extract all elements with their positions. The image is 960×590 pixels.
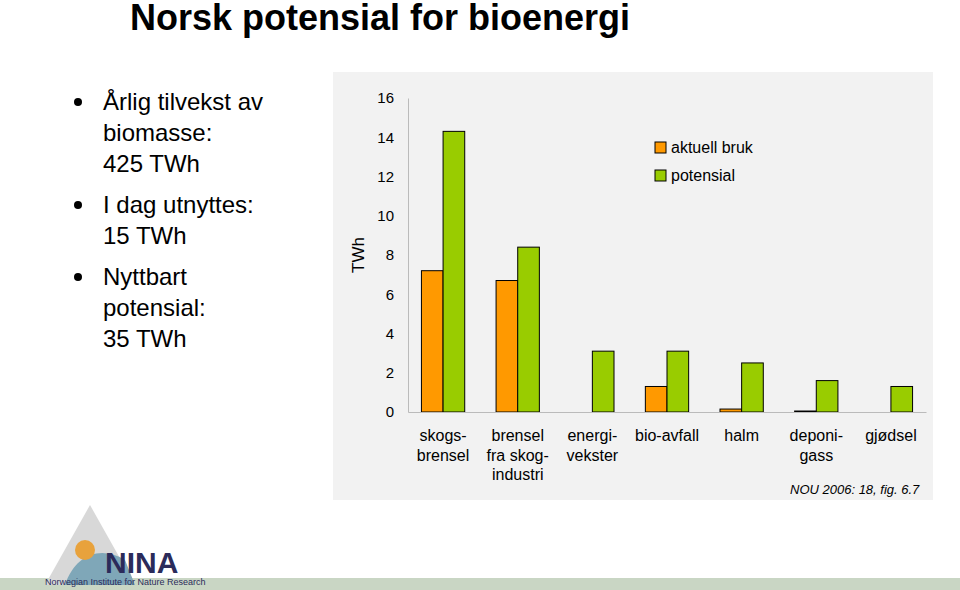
bar xyxy=(795,411,817,412)
x-tick-label: deponi-gass xyxy=(790,427,843,463)
y-axis-line xyxy=(408,99,409,413)
bullet-dot xyxy=(74,273,82,281)
bar xyxy=(518,247,540,412)
bar xyxy=(592,351,614,412)
legend-swatch xyxy=(655,170,666,181)
bar xyxy=(742,363,764,412)
slide-title: Norsk potensial for bioenergi xyxy=(130,0,630,38)
logo: NINANorwegian Institute for Nature Resea… xyxy=(45,505,206,587)
bullet-dot xyxy=(74,201,82,209)
y-tick-label: 16 xyxy=(377,89,394,106)
x-tick: halm xyxy=(724,412,759,444)
x-axis-line xyxy=(409,412,927,413)
bullet-text: Årlig tilvekst avbiomasse:425 TWh xyxy=(103,88,263,177)
y-tick: 16 xyxy=(377,89,408,106)
x-tick-label: bio-avfall xyxy=(635,427,699,444)
bar xyxy=(891,386,913,412)
x-tick-label: skogs-brensel xyxy=(417,427,469,463)
y-tick-label: 6 xyxy=(386,286,394,303)
bullet-text: I dag utnyttes:15 TWh xyxy=(103,191,254,249)
y-tick: 4 xyxy=(386,325,408,342)
y-tick: 10 xyxy=(377,207,408,224)
y-tick: 14 xyxy=(377,129,408,146)
y-tick-label: 8 xyxy=(386,246,394,263)
bar xyxy=(645,386,667,412)
y-tick: 0 xyxy=(386,403,408,420)
x-tick-label: gjødsel xyxy=(865,427,917,444)
legend-item: potensial xyxy=(655,167,735,184)
y-tick: 12 xyxy=(377,168,408,185)
y-tick: 8 xyxy=(386,246,408,263)
bar-series xyxy=(421,271,816,412)
bullet-dot xyxy=(74,98,82,106)
x-tick: gjødsel xyxy=(865,412,917,444)
y-axis: 0 2 4 6 8 10 12 14 16 xyxy=(377,89,408,420)
bar-series xyxy=(443,131,912,412)
bar xyxy=(667,351,689,412)
x-tick: energi-vekster xyxy=(567,412,619,464)
y-tick: 6 xyxy=(386,286,408,303)
bullet-text: Nyttbartpotensial:35 TWh xyxy=(103,263,206,352)
bar xyxy=(816,381,838,412)
chart-panel xyxy=(333,72,933,500)
x-tick: bio-avfall xyxy=(635,412,699,444)
y-tick-label: 12 xyxy=(377,168,394,185)
legend-label: aktuell bruk xyxy=(671,139,754,156)
x-tick-label: brenselfra skog-industri xyxy=(487,427,549,482)
slide: Norsk potensial for bioenergi Årlig tilve… xyxy=(0,0,960,590)
y-tick: 2 xyxy=(386,364,408,381)
logo-name: NINA xyxy=(105,546,178,579)
x-tick: brenselfra skog-industri xyxy=(487,412,549,483)
y-axis-title: TWh xyxy=(349,237,368,273)
legend-label: potensial xyxy=(671,167,735,184)
y-tick-label: 2 xyxy=(386,364,394,381)
bar xyxy=(720,409,742,412)
x-axis: skogs-brensel brenselfra skog-industri ene… xyxy=(409,412,927,483)
bottom-strip xyxy=(0,578,960,590)
bar xyxy=(443,131,465,412)
logo-subtitle: Norwegian Institute for Nature Research xyxy=(45,577,206,587)
y-tick-label: 10 xyxy=(377,207,394,224)
bar xyxy=(421,271,443,412)
legend-swatch xyxy=(655,142,666,153)
bar xyxy=(496,281,518,412)
logo-sun xyxy=(75,540,95,560)
x-tick: skogs-brensel xyxy=(417,412,469,464)
bars xyxy=(421,131,912,412)
y-tick-label: 0 xyxy=(386,403,394,420)
y-tick-label: 14 xyxy=(377,129,394,146)
y-tick-label: 4 xyxy=(386,325,394,342)
legend: aktuell bruk potensial xyxy=(655,139,754,184)
x-tick-label: halm xyxy=(724,427,759,444)
source-note: NOU 2006: 18, fig. 6.7 xyxy=(790,482,920,497)
x-tick-label: energi-vekster xyxy=(567,427,619,463)
x-tick: deponi-gass xyxy=(790,412,843,464)
legend-item: aktuell bruk xyxy=(655,139,754,156)
